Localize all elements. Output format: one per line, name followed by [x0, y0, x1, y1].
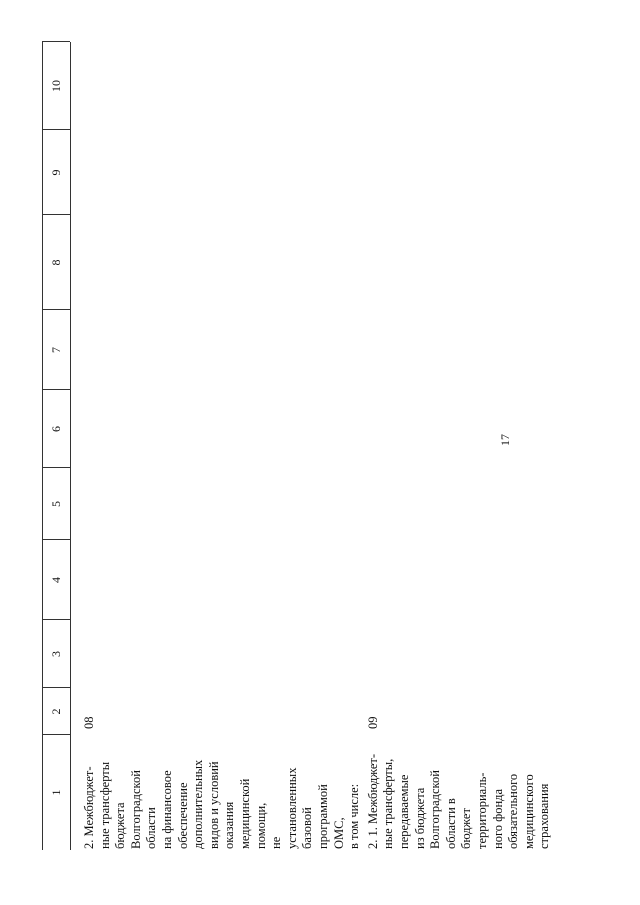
- row-label-line: ные трансферты,: [381, 758, 396, 849]
- column-number: 1: [49, 789, 63, 796]
- row-label-line: ОМС,: [331, 817, 346, 849]
- row-label-line: медицинской: [238, 778, 252, 849]
- row-label-line: обеспечение: [175, 782, 190, 849]
- table-rule: [70, 42, 71, 850]
- row-label-line: видов и условий: [206, 761, 221, 849]
- table-rule: [42, 42, 43, 850]
- column-number: 2: [49, 708, 63, 715]
- row-label-line: из бюджета: [412, 787, 427, 849]
- row-label-line: 2. 1. Межбюджет-: [365, 753, 380, 849]
- row-label-line: бюджет: [459, 808, 474, 849]
- row-label-line: страхования: [537, 783, 552, 849]
- row-label-line: помощи,: [253, 802, 268, 849]
- row-label-line: 2. Межбюджет-: [82, 766, 96, 849]
- column-number: 5: [49, 501, 63, 507]
- row-code: 08: [82, 716, 96, 730]
- row-label-line: ные трансферты: [97, 761, 112, 849]
- row-label-line: передаваемые: [397, 774, 411, 849]
- row-label-line: территориаль-: [475, 772, 489, 849]
- row-label-line: обязательного: [506, 773, 521, 849]
- row-label-line: на финансовое: [160, 770, 174, 849]
- column-number: 10: [49, 80, 63, 92]
- row-label-line: в том числе:: [347, 783, 362, 849]
- row-label-line: Волгоградской: [428, 770, 443, 849]
- row-label-line: Волгоградской: [128, 770, 143, 849]
- row-label-line: ного фонда: [490, 788, 505, 849]
- page-number: 17: [498, 434, 512, 446]
- row-label-line: базовой: [300, 807, 315, 849]
- row-label-line: оказания: [222, 801, 237, 849]
- column-number: 6: [49, 426, 63, 432]
- column-number: 4: [49, 577, 63, 583]
- row-label-line: бюджета: [113, 802, 128, 849]
- row-label-line: области в: [443, 798, 458, 849]
- column-number: 7: [49, 347, 63, 353]
- row-label-line: области: [144, 807, 159, 849]
- column-number: 8: [49, 259, 63, 266]
- row-label-line: медицинского: [521, 774, 536, 849]
- row-code: 09: [365, 716, 380, 730]
- row-label-line: программой: [316, 784, 330, 849]
- row-label-line: дополнительных: [191, 759, 206, 849]
- row-label-line: установленных: [284, 767, 299, 849]
- row-label-line: не: [269, 836, 284, 849]
- column-number: 3: [49, 651, 63, 657]
- column-number: 9: [49, 169, 63, 176]
